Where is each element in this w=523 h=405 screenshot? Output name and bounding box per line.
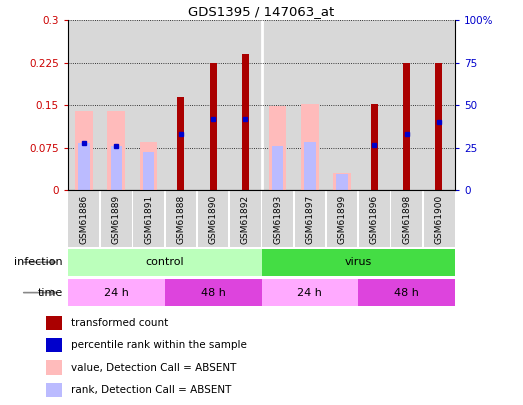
Bar (391, 190, 423, 247)
Bar (75, 111, 93, 190)
Bar (132, 20, 165, 190)
Text: 24 h: 24 h (298, 288, 322, 298)
Bar (294, 190, 326, 247)
Bar (229, 190, 262, 247)
Bar (358, 279, 455, 306)
Bar (197, 190, 229, 247)
Bar (78, 143, 90, 190)
Bar (262, 190, 294, 247)
Bar (242, 54, 249, 190)
Bar (46, 360, 63, 375)
Text: rank, Detection Call = ABSENT: rank, Detection Call = ABSENT (71, 385, 231, 395)
Bar (132, 190, 165, 247)
Bar (108, 111, 125, 190)
Bar (140, 142, 157, 190)
Text: infection: infection (14, 257, 63, 267)
Bar (422, 190, 424, 247)
Bar (371, 104, 378, 190)
Text: time: time (38, 288, 63, 298)
Bar (164, 190, 166, 247)
Bar (390, 190, 392, 247)
Bar (262, 279, 358, 306)
Bar (131, 190, 133, 247)
Bar (68, 249, 262, 276)
Bar (423, 20, 455, 190)
Bar (435, 63, 442, 190)
Text: GSM61896: GSM61896 (370, 195, 379, 244)
Text: value, Detection Call = ABSENT: value, Detection Call = ABSENT (71, 362, 236, 373)
Bar (196, 190, 198, 247)
Bar (358, 190, 391, 247)
Text: GSM61890: GSM61890 (209, 195, 218, 244)
Text: GSM61900: GSM61900 (435, 195, 444, 244)
Bar (197, 20, 229, 190)
Title: GDS1395 / 147063_at: GDS1395 / 147063_at (188, 5, 335, 18)
Bar (46, 316, 63, 330)
Text: GSM61893: GSM61893 (273, 195, 282, 244)
Text: GSM61899: GSM61899 (338, 195, 347, 244)
Bar (333, 173, 351, 190)
Bar (68, 20, 100, 190)
Bar (301, 104, 319, 190)
Bar (99, 190, 101, 247)
Bar (336, 175, 348, 190)
Bar (293, 190, 295, 247)
Text: 48 h: 48 h (201, 288, 225, 298)
Bar (262, 20, 294, 190)
Text: GSM61889: GSM61889 (112, 195, 121, 244)
Text: percentile rank within the sample: percentile rank within the sample (71, 340, 247, 350)
Bar (68, 190, 100, 247)
Text: 48 h: 48 h (394, 288, 419, 298)
Text: control: control (145, 257, 184, 267)
Bar (358, 20, 391, 190)
Bar (423, 190, 455, 247)
Bar (68, 279, 165, 306)
Text: 24 h: 24 h (104, 288, 129, 298)
Bar (294, 20, 326, 190)
Bar (304, 142, 315, 190)
Bar (100, 20, 132, 190)
Bar (143, 152, 154, 190)
Text: transformed count: transformed count (71, 318, 168, 328)
Bar (391, 20, 423, 190)
Bar (325, 190, 327, 247)
Bar (111, 146, 122, 190)
Bar (165, 20, 197, 190)
Bar (46, 338, 63, 352)
Bar (326, 190, 358, 247)
Text: GSM61897: GSM61897 (305, 195, 314, 244)
Bar (403, 63, 410, 190)
Text: virus: virus (345, 257, 372, 267)
Text: GSM61886: GSM61886 (79, 195, 88, 244)
Bar (228, 190, 230, 247)
Bar (177, 97, 185, 190)
Text: GSM61892: GSM61892 (241, 195, 250, 244)
Bar (272, 146, 283, 190)
Bar (326, 20, 358, 190)
Bar (165, 190, 197, 247)
Text: GSM61888: GSM61888 (176, 195, 185, 244)
Bar (260, 190, 263, 247)
Bar (269, 107, 287, 190)
Bar (46, 383, 63, 397)
Bar (100, 190, 132, 247)
Text: GSM61891: GSM61891 (144, 195, 153, 244)
Bar (210, 63, 217, 190)
Text: GSM61898: GSM61898 (402, 195, 411, 244)
Bar (262, 249, 455, 276)
Bar (165, 279, 262, 306)
Bar (357, 190, 359, 247)
Bar (229, 20, 262, 190)
